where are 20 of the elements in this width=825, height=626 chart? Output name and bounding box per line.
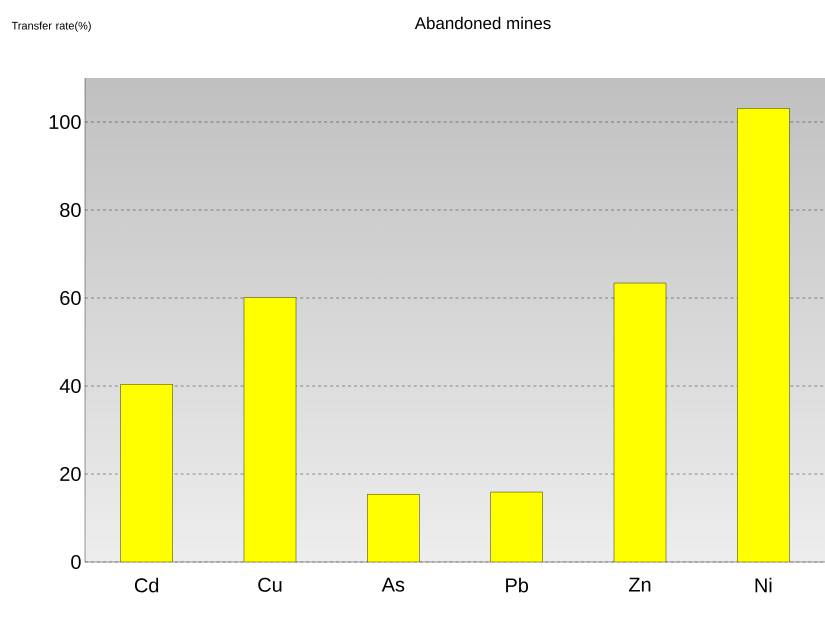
y-tick-label: 80 [60,202,81,218]
bar [120,384,173,562]
bar [244,298,296,562]
bar [614,283,666,562]
x-tick-label: As [382,578,404,592]
x-tick-label: Cu [258,578,282,592]
y-axis-title: Transfer rate(%) [12,22,91,32]
bar [367,494,420,562]
y-tick-label: 0 [71,554,81,570]
bar [490,492,543,562]
x-tick-label: Pb [506,578,528,592]
y-tick-label: 60 [60,290,81,306]
x-tick-label: Ni [756,578,772,592]
y-tick-label: 20 [60,466,81,482]
x-tick-label: Cd [134,578,158,592]
y-tick-label: 40 [60,378,81,394]
y-tick-label: 100 [50,114,81,130]
bar [737,108,790,562]
x-tick-label: Zn [629,578,650,592]
chart-title: Abandoned mines [414,16,551,30]
